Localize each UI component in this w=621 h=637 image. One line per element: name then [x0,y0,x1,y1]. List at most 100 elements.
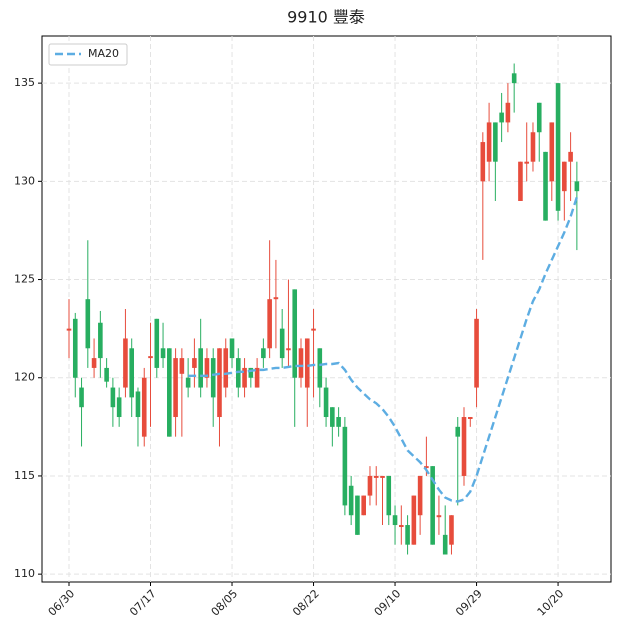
candle-body [317,348,323,388]
candle-body [342,426,348,506]
y-tick-label: 130 [14,174,35,187]
candle-body [467,417,473,419]
candle-body [273,297,279,300]
candle-body [574,181,580,192]
candle-body [348,485,354,516]
candle-body [129,348,134,398]
candle-body [430,466,435,545]
candle-body [248,367,254,378]
candle-body [511,73,517,84]
y-tick-label: 115 [14,469,35,482]
candle-body [141,377,147,437]
candle-body [455,426,461,437]
x-tick-label: 09/29 [453,587,485,619]
candle-body [386,475,392,516]
candle-body [417,475,423,516]
candle-body [192,358,197,368]
candle-body [104,367,109,382]
legend: MA20 [48,43,128,66]
x-tick-label: 07/17 [127,587,159,619]
candle-body [311,328,316,331]
candle-body [254,367,260,388]
candle-body [123,338,128,388]
x-tick-label: 09/10 [372,587,404,619]
candle-body [148,356,153,359]
candle-body [499,112,504,123]
y-tick-label: 110 [14,567,35,580]
candle-body [405,525,410,545]
ma-line [188,196,579,503]
candle-body [91,358,97,368]
candle-body [543,151,548,221]
candle-body [167,348,172,437]
candle-body [367,475,373,496]
candle-body [323,387,329,418]
y-tick-label: 120 [14,371,35,384]
candle-body [66,328,72,331]
candle-body [79,387,84,408]
candle-body [298,348,304,378]
candle-body [555,83,561,211]
candle-body [493,122,498,162]
candle-body [524,161,530,164]
candle-body [536,102,542,133]
candle-body [173,358,178,418]
candle-body [179,358,185,374]
candle-body [486,122,492,162]
candle-body [355,495,360,535]
candle-body [185,377,191,388]
candle-body [373,475,379,478]
candle-body [474,318,479,388]
candle-body [135,391,141,418]
candle-body [336,417,341,427]
candle-body [154,318,160,368]
candle-body [217,348,222,418]
candle-body [449,515,454,545]
candle-body [411,495,417,545]
candle-body [442,534,448,555]
marks [66,63,580,555]
legend-label: MA20 [88,47,119,60]
candle-body [116,397,122,418]
x-tick-label: 08/05 [209,587,241,619]
candle-body [436,515,442,518]
candle-body [505,102,511,123]
candle-body [292,289,298,378]
candle-body [210,358,216,398]
candle-body [261,348,266,359]
candle-body [392,515,398,526]
candle-body [399,525,404,528]
candle-body [110,387,116,408]
y-tick-label: 125 [14,273,35,286]
candle-body [242,367,247,388]
candle-body [198,348,203,388]
candle-body [304,338,310,388]
candle-body [72,318,78,378]
candle-body [530,132,536,162]
candle-body [229,338,235,359]
candle-body [480,142,486,182]
candle-body [361,495,366,516]
x-tick-label: 06/30 [46,587,78,619]
chart-title: 9910 豐泰 [287,8,365,27]
x-tick-label: 08/22 [290,587,322,619]
candle-body [549,122,555,182]
candle-body [286,348,291,351]
candle-body [223,348,229,388]
candle-body [562,161,567,192]
candle-body [267,299,272,349]
x-tick-label: 10/20 [535,587,567,619]
candle-body [85,299,91,349]
candle-body [424,466,429,469]
candle-body [330,407,335,427]
candle-body [380,475,385,478]
candle-body [568,151,573,162]
plot-frame [41,35,612,583]
candle-body [279,328,285,359]
candle-body [518,161,523,201]
legend-box [48,43,128,66]
candle-body [98,322,103,359]
candle-body [160,348,166,359]
y-tick-label: 135 [14,76,35,89]
